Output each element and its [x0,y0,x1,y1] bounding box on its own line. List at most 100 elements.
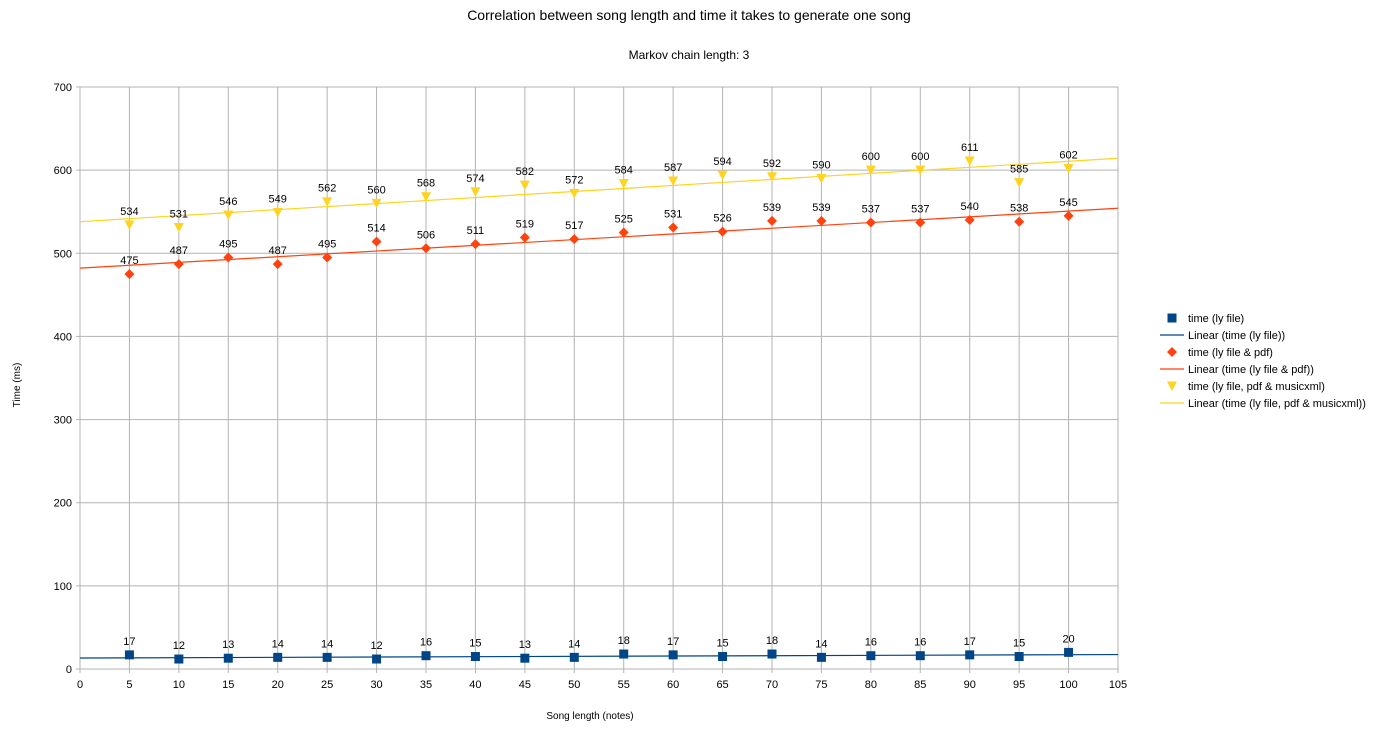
data-label-series-2: 487 [170,245,188,257]
data-label-series-3: 584 [615,164,633,176]
data-label-series-1: 12 [173,640,185,652]
legend-label-series-2: time (ly file & pdf) [1188,347,1273,359]
y-tick-label: 400 [54,331,72,343]
x-tick-label: 80 [865,679,877,691]
data-point-series-3 [470,187,481,197]
data-label-series-2: 537 [911,204,929,216]
data-point-series-2 [717,226,728,237]
data-label-series-3: 568 [417,178,435,190]
data-point-series-2 [816,215,827,226]
data-label-series-1: 16 [914,637,926,649]
data-label-series-3: 600 [862,151,880,163]
data-label-series-2: 487 [269,245,287,257]
data-label-series-3: 582 [516,166,534,178]
data-point-series-3 [1063,163,1074,174]
data-label-series-2: 539 [812,202,830,214]
data-point-series-1 [569,652,579,662]
data-label-series-2: 545 [1059,197,1077,209]
data-label-series-3: 546 [219,196,237,208]
data-point-series-2 [173,259,184,270]
trendline-series-2 [79,207,1119,269]
data-label-series-2: 495 [219,238,237,250]
data-label-series-2: 475 [120,255,138,267]
data-labels: 17 12 13 14 14 12 16 15 13 14 18 17 15 18 14 16 16 17 15 20… [120,142,1078,652]
data-point-series-2 [421,243,431,254]
data-label-series-3: 562 [318,183,336,195]
data-label-series-3: 592 [763,158,781,170]
plot-grid [79,86,1119,670]
data-point-series-2 [1014,216,1025,227]
data-label-series-3: 560 [367,184,385,196]
chart-title: Correlation between song length and time… [467,7,911,23]
data-label-series-2: 506 [417,229,435,241]
data-label-series-3: 600 [911,151,929,163]
data-point-series-2 [272,259,283,270]
y-tick-label: 500 [54,248,72,260]
data-label-series-1: 18 [766,635,778,647]
data-label-series-2: 514 [367,223,385,235]
x-tick-label: 55 [618,679,630,691]
data-point-series-3 [717,170,728,181]
data-label-series-3: 587 [664,162,682,174]
data-point-series-3 [124,220,135,231]
trendline-series-1 [79,653,1119,659]
data-label-series-2: 538 [1010,203,1028,215]
x-tick-label: 100 [1059,679,1077,691]
data-label-series-2: 525 [615,214,633,226]
data-label-series-2: 495 [318,238,336,250]
data-label-series-3: 602 [1059,149,1077,161]
x-tick-label: 40 [469,679,481,691]
data-label-series-1: 16 [420,637,432,649]
data-point-series-2 [865,217,876,228]
x-tick-label: 95 [1013,679,1025,691]
data-point-series-1 [124,650,134,660]
data-point-series-3 [519,180,530,191]
data-point-series-3 [767,172,777,182]
data-point-series-3 [322,197,333,207]
data-point-series-3 [964,156,975,166]
data-point-series-3 [865,165,876,176]
data-point-series-2 [1063,210,1074,221]
trendline-series-3 [79,157,1119,223]
data-point-series-1 [816,652,826,662]
data-label-series-1: 15 [1013,638,1025,650]
data-label-series-3: 611 [961,142,979,154]
x-tick-label: 20 [272,679,284,691]
data-point-series-3 [569,188,580,199]
data-point-series-1 [965,650,975,660]
y-tick-label: 600 [54,165,72,177]
data-point-series-1 [520,653,530,663]
data-point-series-2 [915,217,926,228]
plot-axes: 0 5 10 15 20 25 30 35 40 45 50 55 60 65 70 75 80 85 90 95 10… [54,82,1128,691]
x-tick-label: 65 [716,679,728,691]
data-label-series-1: 13 [519,639,531,651]
data-label-series-3: 590 [812,159,830,171]
data-point-series-1 [372,654,382,664]
x-tick-label: 70 [766,679,778,691]
x-tick-label: 90 [964,679,976,691]
data-label-series-2: 531 [664,209,682,221]
x-tick-label: 15 [222,679,234,691]
data-point-series-1 [174,654,184,664]
data-point-series-3 [1014,178,1025,188]
data-label-series-2: 519 [516,218,534,230]
data-label-series-1: 13 [222,639,234,651]
data-label-series-2: 517 [565,220,583,232]
x-tick-label: 45 [519,679,531,691]
x-tick-label: 85 [914,679,926,691]
data-label-series-1: 17 [123,636,135,648]
x-tick-label: 10 [173,679,185,691]
data-label-series-1: 14 [815,638,827,650]
data-markers [124,156,1074,664]
data-label-series-3: 585 [1010,164,1028,176]
data-point-series-3 [272,208,283,218]
data-point-series-2 [223,252,234,263]
data-point-series-1 [718,652,728,662]
x-axis-title: Song length (notes) [546,711,633,722]
x-tick-label: 50 [568,679,580,691]
data-point-series-3 [915,165,926,176]
y-tick-label: 0 [66,664,72,676]
data-label-series-3: 572 [565,174,583,186]
data-label-series-3: 574 [466,173,484,185]
